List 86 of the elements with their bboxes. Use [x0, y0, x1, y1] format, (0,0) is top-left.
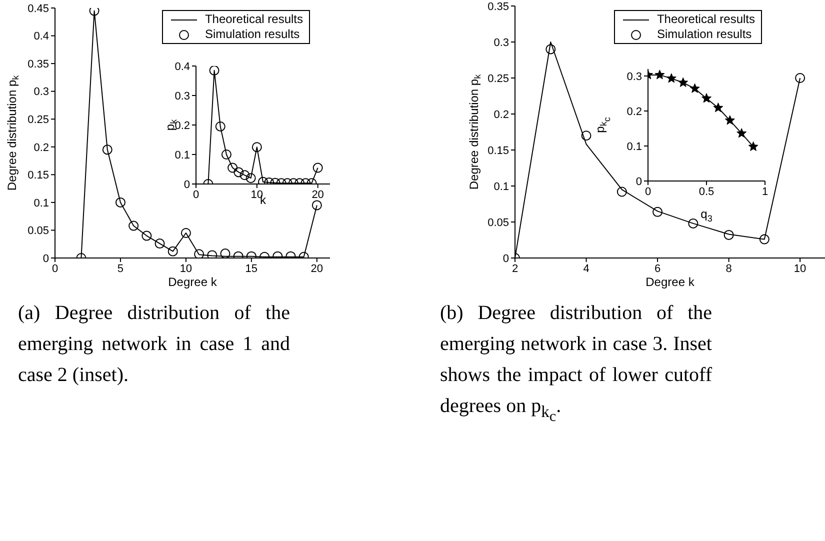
legend-label: Simulation results: [656, 27, 752, 42]
x-tick-label: 0: [192, 188, 200, 201]
y-tick-label: 0.35: [488, 0, 509, 13]
x-tick-label: 0.5: [698, 186, 714, 198]
point: [128, 220, 139, 231]
point: [89, 8, 100, 16]
point: [194, 249, 204, 258]
point: [748, 141, 758, 151]
x-tick-label: 4: [583, 262, 590, 275]
point: [102, 144, 112, 155]
point: [312, 200, 322, 210]
legend-label: Simulation results: [204, 27, 300, 42]
x-tick-label: 10: [794, 262, 806, 275]
y-tick-label: 0.3: [626, 70, 642, 83]
y-tick-label: 0: [502, 252, 509, 265]
y-tick-label: 0.25: [488, 72, 509, 85]
x-tick-label: 15: [245, 262, 258, 275]
y-tick-label: 0.2: [34, 142, 49, 154]
x-tick-label: 20: [310, 262, 324, 275]
y-tick-label: 0.35: [28, 58, 49, 70]
y-tick-label: 0.1: [34, 197, 49, 210]
point: [713, 102, 724, 112]
x-tick-label: 8: [726, 262, 732, 275]
y-tick-label: 0.2: [494, 108, 509, 121]
point: [654, 70, 665, 80]
point: [168, 246, 178, 256]
text: (a) Degree distribution of the emerging network in case 1 and case 2 (inset).: [18, 302, 290, 386]
point: [616, 186, 627, 197]
y-tick-label: 0.05: [28, 225, 49, 238]
point: [209, 66, 220, 76]
point: [678, 77, 688, 87]
x-tick-label: 5: [117, 262, 124, 275]
point: [652, 206, 663, 217]
point: [736, 128, 747, 138]
point: [228, 162, 238, 173]
legend-label: Theoretical results: [204, 12, 303, 27]
x-tick-label: 6: [654, 262, 661, 275]
y-tick-label: 0.3: [34, 86, 49, 98]
x-axis-title: Degree k: [646, 275, 696, 289]
point: [215, 121, 226, 132]
point: [795, 73, 806, 83]
y-tick-label: 0.25: [28, 114, 49, 126]
x-tick-label: 2: [512, 262, 518, 275]
point: [234, 167, 244, 178]
y-tick-label: 0.15: [28, 170, 49, 182]
point: [581, 130, 592, 141]
point: [312, 162, 323, 173]
x-tick-label: 0: [644, 186, 652, 198]
point: [115, 197, 126, 208]
y-tick-label: 0.1: [626, 140, 642, 153]
point: [666, 73, 676, 83]
y-tick-label: 0.05: [488, 216, 509, 229]
legend-label: Theoretical results: [656, 12, 755, 27]
point: [154, 238, 165, 249]
y-tick-label: 0.4: [174, 60, 190, 73]
x-axis-title: q$_{3}$: [700, 207, 712, 224]
point: [701, 93, 712, 103]
text: (b) Degree distribution of the emerging network in case 3. Inset shows the impact of lower cutoff degrees on p$_{k}$$_{c}$.: [440, 302, 712, 425]
y-tick-label: 0.3: [174, 90, 190, 102]
y-tick-label: 0.3: [494, 36, 509, 49]
point: [546, 44, 556, 54]
x-axis-title: Degree k: [168, 275, 218, 289]
y-tick-label: 0.2: [626, 106, 642, 118]
point: [724, 230, 734, 240]
y-tick-label: 0: [42, 252, 49, 265]
point: [221, 150, 232, 160]
y-tick-label: 0.15: [488, 144, 509, 157]
point: [688, 218, 698, 228]
x-tick-label: 20: [312, 188, 324, 201]
y-tick-label: 0.45: [28, 2, 49, 15]
point: [690, 83, 700, 93]
x-tick-label: 0: [52, 262, 58, 275]
x-tick-label: 10: [180, 262, 192, 275]
y-tick-label: 0.1: [174, 149, 190, 162]
point: [220, 248, 230, 258]
point: [142, 230, 152, 241]
y-tick-label: 0.1: [494, 180, 509, 193]
point: [724, 115, 735, 125]
x-tick-label: 1: [762, 186, 768, 198]
point: [207, 250, 218, 258]
point: [759, 234, 770, 244]
y-tick-label: 0: [636, 176, 642, 188]
y-tick-label: 0.4: [34, 30, 49, 43]
point: [252, 142, 262, 152]
point: [180, 228, 191, 238]
y-tick-label: 0.2: [174, 120, 190, 132]
